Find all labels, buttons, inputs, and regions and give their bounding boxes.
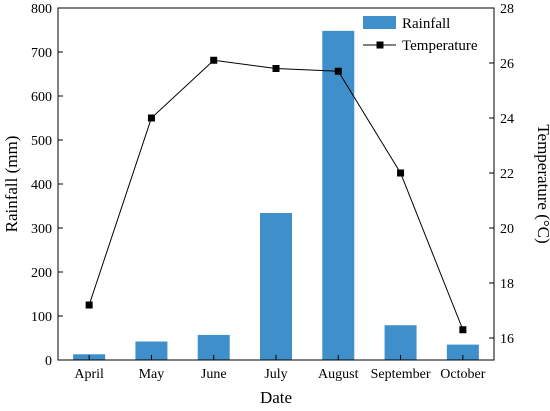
legend-rainfall-label: Rainfall [402, 16, 450, 32]
x-tick-label-july: July [264, 367, 287, 382]
right-tick-label-26: 26 [500, 57, 514, 72]
right-tick-label-18: 18 [500, 277, 514, 292]
x-tick-label-may: May [139, 367, 165, 382]
x-tick-label-october: October [440, 367, 485, 382]
temperature-marker-june [210, 56, 218, 64]
rainfall-bar-october [446, 344, 479, 360]
temperature-line-group [85, 56, 467, 334]
left-tick-label-700: 700 [31, 46, 52, 61]
rainfall-bar-july [260, 213, 292, 360]
x-tick-label-august: August [318, 367, 359, 382]
x-tick-label-september: September [371, 367, 431, 382]
temperature-marker-july [272, 65, 280, 72]
left-axis-title: Rainfall (mm) [2, 136, 21, 233]
x-axis-title: Date [260, 388, 292, 407]
left-axis: 0 100 200 300 400 500 600 700 800 [31, 2, 63, 369]
right-tick-label-22: 22 [500, 167, 514, 182]
rainfall-bar-august [322, 30, 355, 360]
left-tick-label-500: 500 [31, 134, 52, 149]
rainfall-bar-may [135, 341, 168, 360]
left-tick-label-100: 100 [31, 310, 52, 325]
rainfall-bar-september [384, 325, 417, 360]
right-axis-title: Temperature (°C) [534, 124, 550, 243]
legend: Rainfall Temperature [363, 16, 478, 54]
x-tick-label-june: June [201, 367, 227, 382]
bars-group [73, 30, 479, 360]
temperature-marker-september [397, 169, 405, 177]
x-tick-label-april: April [74, 367, 104, 382]
left-tick-label-600: 600 [31, 90, 52, 105]
left-tick-label-300: 300 [31, 222, 52, 237]
right-tick-label-20: 20 [500, 222, 514, 237]
left-tick-label-200: 200 [31, 266, 52, 281]
temperature-marker-april [85, 301, 93, 309]
legend-temperature-marker [376, 41, 384, 49]
right-tick-label-24: 24 [500, 112, 514, 127]
legend-rainfall-swatch [363, 16, 396, 29]
temperature-marker-october [459, 326, 467, 334]
right-axis: 16 18 20 22 24 26 28 [489, 2, 514, 347]
right-tick-label-28: 28 [500, 2, 514, 17]
legend-temperature-label: Temperature [402, 38, 478, 54]
left-tick-label-0: 0 [45, 354, 52, 369]
temperature-marker-may [147, 114, 155, 122]
right-tick-label-16: 16 [500, 332, 514, 347]
left-tick-label-400: 400 [31, 178, 52, 193]
left-tick-label-800: 800 [31, 2, 52, 17]
temperature-marker-august [334, 67, 342, 75]
x-axis: April May June July August September October [74, 355, 486, 382]
